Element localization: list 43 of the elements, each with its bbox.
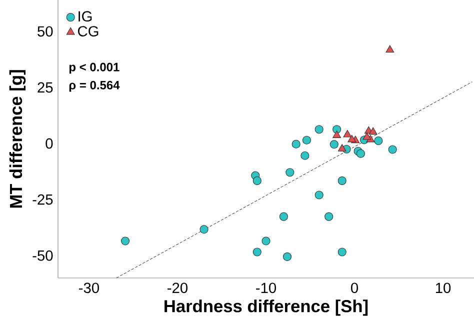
point (302, 136, 311, 144)
point (292, 140, 300, 148)
annotation: ρ = 0.564 (69, 80, 120, 92)
point (314, 125, 324, 134)
y-tick-label: 0 (46, 138, 53, 149)
annotation: p < 0.001 (69, 62, 120, 74)
y-tick-label: -25 (32, 194, 53, 205)
point (200, 225, 208, 234)
point (252, 248, 262, 256)
x-tick-label: -10 (256, 282, 276, 294)
point (286, 168, 294, 177)
y-axis-title: MT difference [g] (9, 70, 26, 208)
point (338, 144, 346, 152)
point (374, 136, 383, 146)
legend-label: IG (78, 11, 92, 22)
legend-label: CG (78, 26, 98, 36)
point (338, 248, 346, 256)
point (362, 132, 372, 140)
point (332, 130, 341, 138)
x-tick-label: -20 (168, 282, 188, 294)
point (343, 130, 352, 138)
point (314, 190, 324, 200)
point (252, 176, 262, 185)
x-tick-label: -30 (79, 282, 99, 294)
point (386, 45, 394, 53)
point (338, 176, 346, 185)
point (356, 149, 365, 158)
point (324, 212, 334, 221)
point (262, 236, 270, 246)
point (388, 145, 397, 154)
point (279, 212, 288, 221)
point (368, 127, 378, 135)
point (121, 236, 130, 246)
point (330, 140, 338, 149)
x-axis-title: Hardness difference [Sh] (164, 300, 368, 316)
y-tick-label: 25 (38, 82, 53, 93)
point (348, 134, 356, 142)
x-tick-label: 0 (350, 282, 358, 294)
point (282, 252, 292, 261)
y-tick-label: 50 (38, 26, 53, 37)
x-tick-label: 10 (436, 282, 451, 294)
y-tick-label: -50 (32, 250, 53, 261)
point (300, 151, 310, 160)
